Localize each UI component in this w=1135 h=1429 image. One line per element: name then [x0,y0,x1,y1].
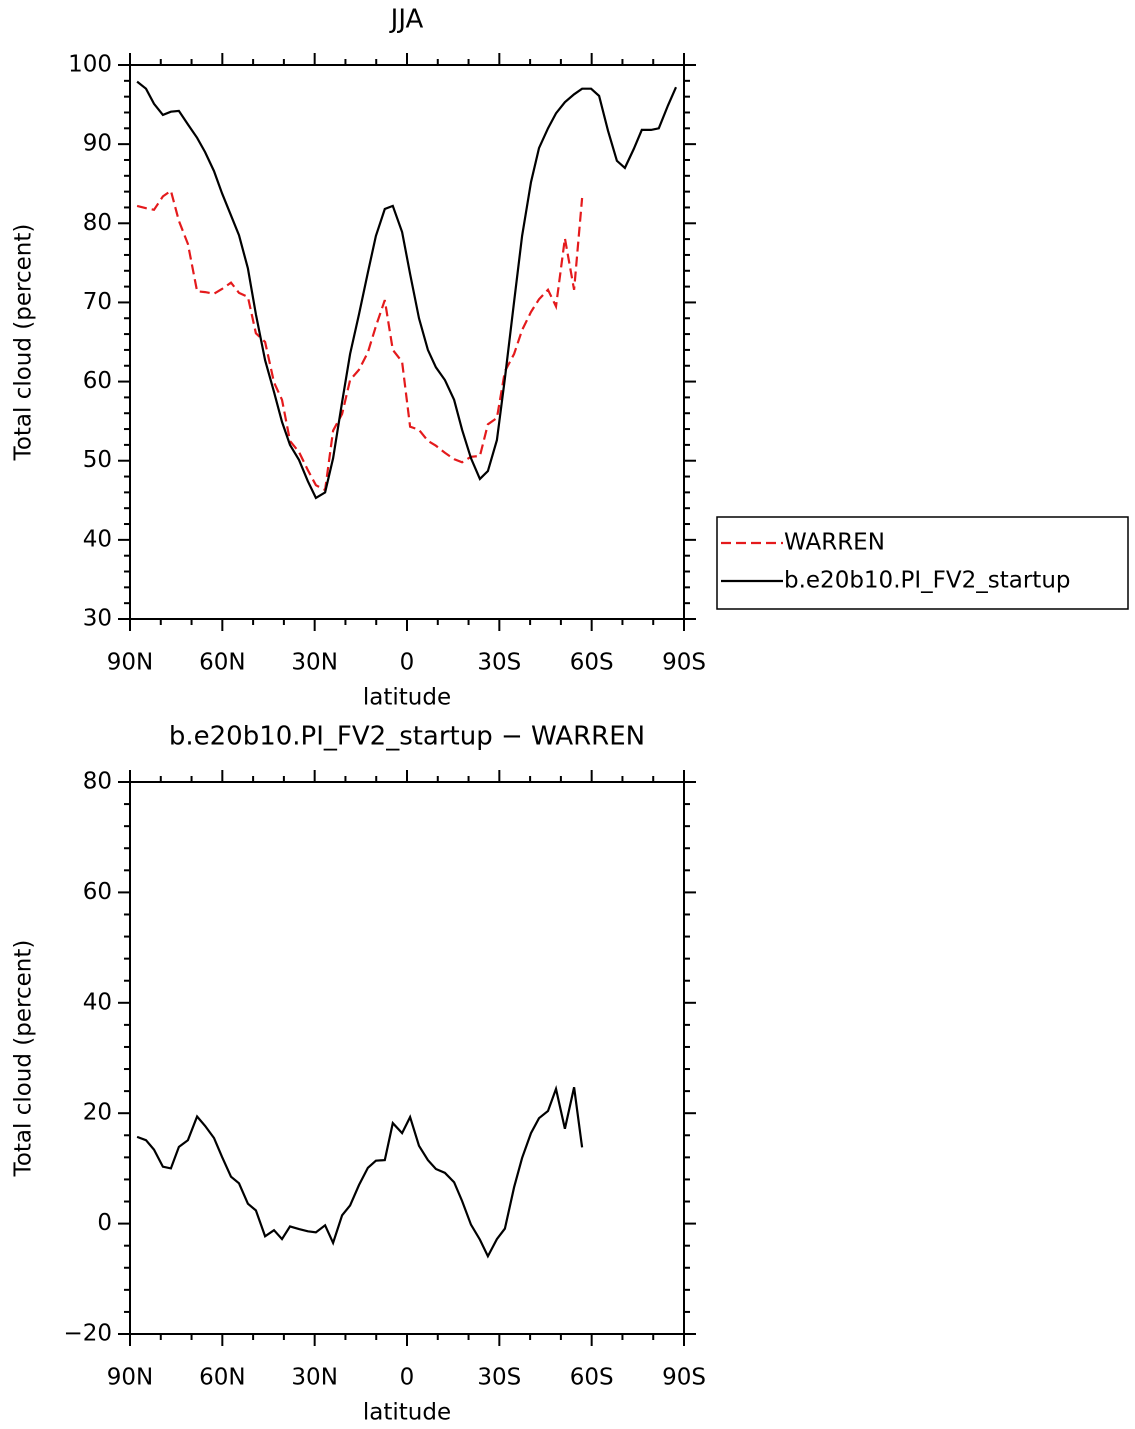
legend-label: b.e20b10.PI_FV2_startup [784,568,1071,594]
x-tick-label: 30S [477,650,521,676]
x-tick-label: 90S [662,1365,706,1391]
plot-frame [129,64,685,620]
x-axis-label: latitude [363,1400,451,1426]
y-tick-label: 60 [83,879,112,905]
x-axis-label: latitude [363,685,451,711]
y-tick-label: −20 [63,1321,112,1347]
data-line [136,80,678,500]
y-axis-label: Total cloud (percent) [11,224,37,462]
x-tick-label: 90N [107,650,153,676]
y-tick-label: 50 [83,447,112,473]
y-tick-label: 40 [83,989,112,1015]
y-tick-label: 90 [83,131,112,157]
x-tick-label: 90S [662,650,706,676]
chart-title: b.e20b10.PI_FV2_startup − WARREN [169,722,645,752]
data-line [136,1084,584,1259]
x-tick-label: 60N [199,1365,245,1391]
x-tick-label: 0 [400,650,415,676]
x-tick-label: 60N [199,650,245,676]
chart-title: JJA [389,5,424,35]
y-tick-label: 20 [83,1100,112,1126]
y-tick-label: 30 [83,606,112,632]
x-tick-label: 30N [291,1365,337,1391]
plot-frame [129,781,685,1335]
y-tick-label: 80 [83,210,112,236]
x-tick-label: 60S [570,650,614,676]
y-tick-label: 100 [68,52,112,78]
legend-box [716,516,1129,610]
y-axis-label: Total cloud (percent) [11,940,37,1178]
legend-label: WARREN [784,530,885,556]
x-tick-label: 30N [291,650,337,676]
x-tick-label: 60S [570,1365,614,1391]
y-tick-label: 60 [83,368,112,394]
y-tick-label: 0 [97,1210,112,1236]
x-tick-label: 90N [107,1365,153,1391]
x-tick-label: 0 [400,1365,415,1391]
y-tick-label: 70 [83,289,112,315]
y-tick-label: 80 [83,769,112,795]
x-tick-label: 30S [477,1365,521,1391]
y-tick-label: 40 [83,526,112,552]
data-line [136,188,584,492]
